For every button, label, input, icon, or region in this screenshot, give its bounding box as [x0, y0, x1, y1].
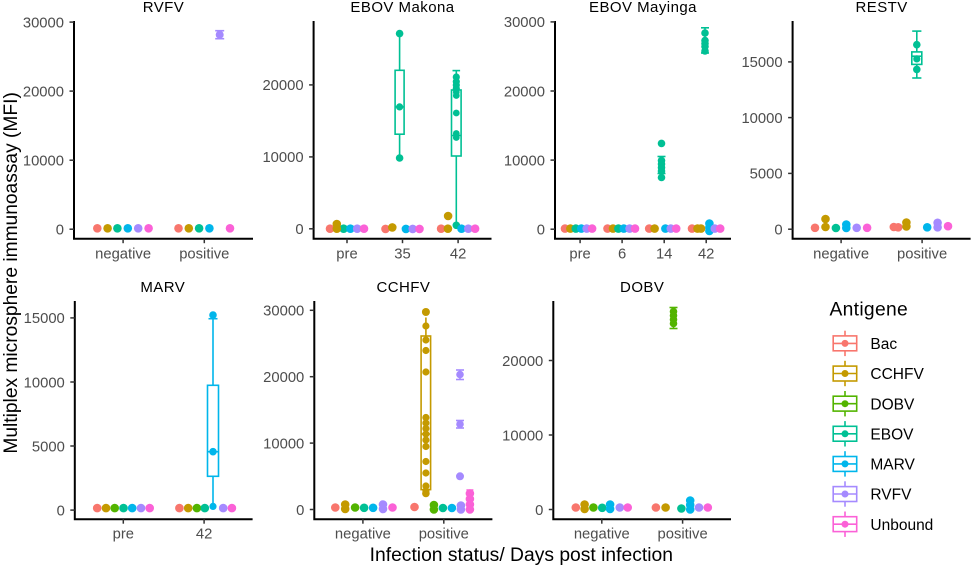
- svg-text:DOBV: DOBV: [870, 396, 915, 413]
- svg-text:positive: positive: [179, 247, 229, 263]
- svg-text:0: 0: [537, 223, 545, 239]
- svg-text:10000: 10000: [504, 153, 545, 169]
- svg-text:30000: 30000: [504, 15, 545, 31]
- svg-text:5000: 5000: [750, 167, 783, 183]
- svg-text:30000: 30000: [263, 304, 304, 320]
- svg-text:negative: negative: [574, 526, 630, 542]
- svg-text:5000: 5000: [32, 439, 65, 455]
- svg-text:10000: 10000: [23, 154, 64, 170]
- svg-text:35: 35: [394, 247, 410, 263]
- svg-text:14: 14: [656, 247, 672, 263]
- svg-text:0: 0: [535, 503, 543, 519]
- svg-text:0: 0: [57, 503, 65, 519]
- svg-text:6: 6: [618, 247, 626, 263]
- svg-text:10000: 10000: [741, 111, 782, 127]
- svg-text:negative: negative: [335, 526, 391, 542]
- svg-text:positive: positive: [658, 526, 708, 542]
- svg-text:10000: 10000: [262, 150, 303, 166]
- svg-text:CCHFV: CCHFV: [376, 279, 430, 296]
- svg-text:Infection status/ Days post in: Infection status/ Days post infection: [370, 545, 673, 566]
- svg-text:42: 42: [450, 247, 466, 263]
- svg-text:10000: 10000: [263, 436, 304, 452]
- svg-text:0: 0: [296, 503, 304, 519]
- svg-text:pre: pre: [569, 247, 590, 263]
- svg-text:42: 42: [196, 526, 212, 542]
- svg-text:pre: pre: [113, 526, 134, 542]
- svg-text:DOBV: DOBV: [620, 279, 664, 296]
- svg-text:20000: 20000: [262, 78, 303, 94]
- svg-text:EBOV: EBOV: [870, 426, 914, 443]
- svg-text:20000: 20000: [263, 370, 304, 386]
- svg-text:positive: positive: [419, 526, 469, 542]
- svg-text:RVFV: RVFV: [143, 0, 185, 16]
- svg-text:Antigene: Antigene: [830, 300, 909, 321]
- svg-text:Multiplex microsphere immunoas: Multiplex microsphere immunoassay (MFI): [1, 92, 22, 453]
- svg-text:CCHFV: CCHFV: [870, 366, 924, 383]
- svg-text:20000: 20000: [502, 354, 543, 370]
- svg-text:positive: positive: [897, 247, 947, 263]
- svg-text:pre: pre: [336, 247, 357, 263]
- svg-text:RESTV: RESTV: [855, 0, 907, 16]
- svg-text:MARV: MARV: [870, 457, 915, 474]
- svg-text:10000: 10000: [502, 428, 543, 444]
- svg-text:Bac: Bac: [870, 336, 897, 353]
- svg-text:negative: negative: [95, 247, 151, 263]
- svg-text:30000: 30000: [23, 15, 64, 31]
- svg-text:0: 0: [774, 223, 782, 239]
- svg-text:Unbound: Unbound: [870, 517, 933, 534]
- svg-text:10000: 10000: [24, 375, 65, 391]
- svg-text:0: 0: [295, 222, 303, 238]
- svg-text:15000: 15000: [24, 311, 65, 327]
- svg-text:20000: 20000: [23, 84, 64, 100]
- svg-text:negative: negative: [813, 247, 869, 263]
- svg-text:0: 0: [56, 223, 64, 239]
- svg-text:15000: 15000: [741, 55, 782, 71]
- svg-text:EBOV Makona: EBOV Makona: [350, 0, 454, 16]
- svg-text:RVFV: RVFV: [870, 487, 912, 504]
- svg-text:EBOV Mayinga: EBOV Mayinga: [589, 0, 697, 16]
- svg-text:MARV: MARV: [140, 279, 185, 296]
- svg-text:42: 42: [698, 247, 714, 263]
- svg-text:20000: 20000: [504, 84, 545, 100]
